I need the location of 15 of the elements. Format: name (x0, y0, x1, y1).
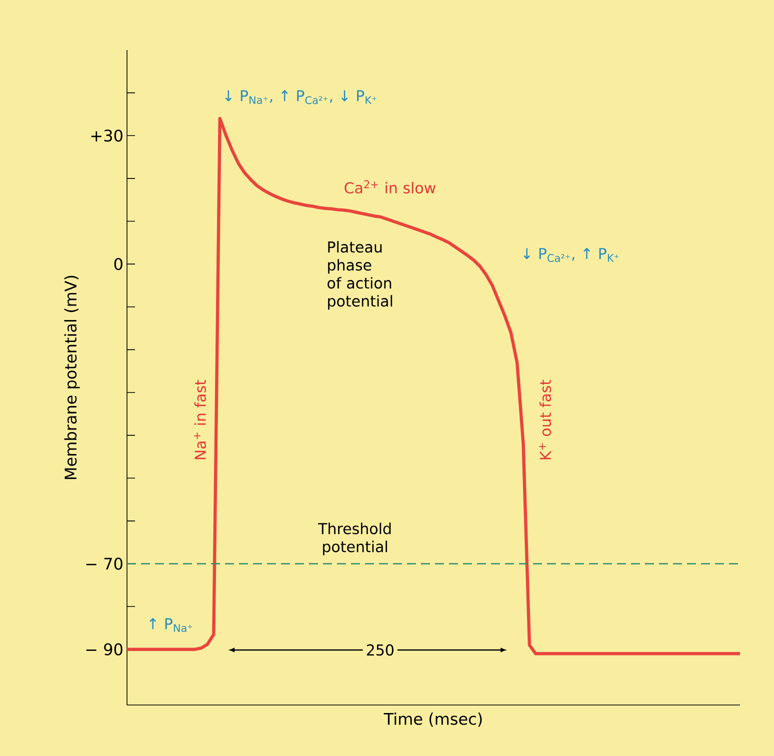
annotation: Ca$^{2+}$ in slow (344, 180, 436, 194)
annotation: ↓ P$_{Ca²⁺}$, ↑ P$_{K⁺}$ (524, 248, 619, 262)
annotation: 250 (366, 644, 394, 656)
ref-line-label: Threshold potential (318, 522, 391, 556)
annotation: ↓ P$_{Na⁺}$, ↑ P$_{Ca²⁺}$, ↓ P$_{K⁺}$ (225, 90, 376, 104)
annotation: ↑ P$_{Na⁺}$ (150, 618, 192, 632)
annotation: Plateau phase of action potential (328, 241, 392, 310)
y-tick-label: +30 (91, 130, 122, 142)
y-axis-title: Membrane potential (mV) (64, 276, 80, 479)
x-axis-title: Time (msec) (384, 712, 482, 727)
annotation: Na$^{+}$ in fast (194, 380, 206, 460)
y-tick-label: − 90 (86, 643, 122, 656)
annotation: K$^{+}$ out fast (539, 380, 552, 460)
y-tick-label: − 70 (86, 558, 122, 570)
y-tick-label: 0 (114, 258, 122, 270)
